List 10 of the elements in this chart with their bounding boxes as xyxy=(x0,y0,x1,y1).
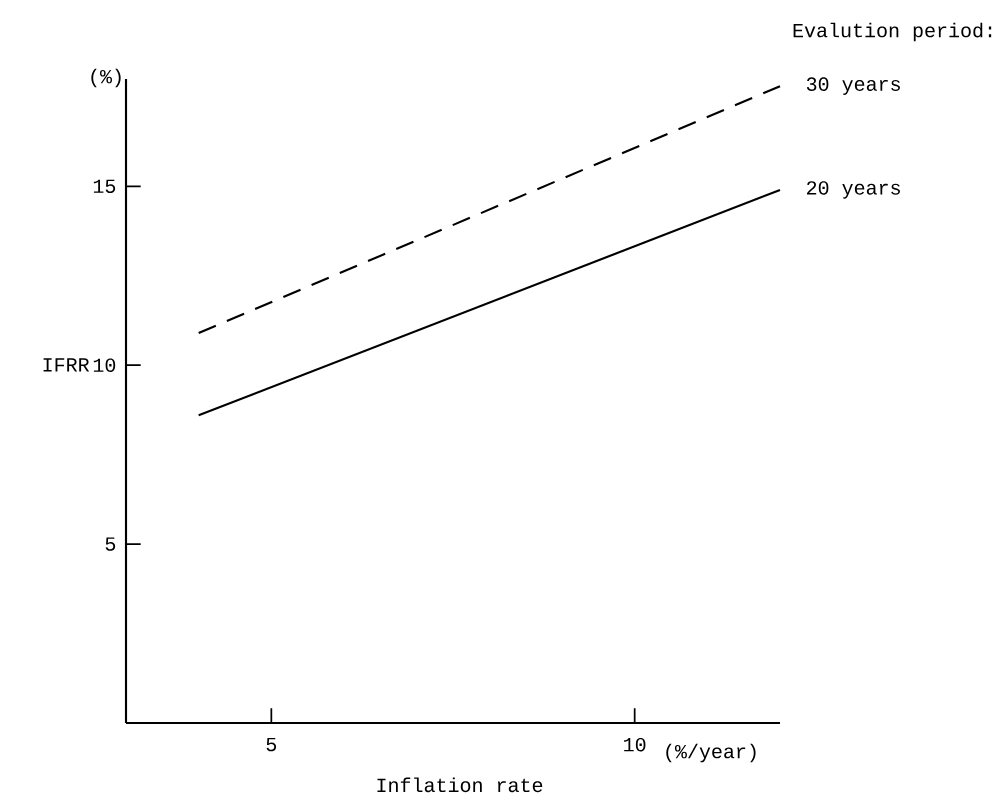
y-axis-title: IFRR xyxy=(43,358,90,372)
y-tick-label: 10 xyxy=(93,358,116,372)
y-tick-label: 15 xyxy=(93,179,116,193)
series-label: 30 years xyxy=(806,77,900,95)
y-tick-label: 5 xyxy=(105,537,116,551)
text: (%) xyxy=(91,68,121,88)
text: (%/year) xyxy=(666,743,756,763)
text: Evalution period: xyxy=(793,22,992,42)
series-label: 20 years xyxy=(807,181,900,199)
x-axis-title: Inflation rate xyxy=(377,777,543,793)
